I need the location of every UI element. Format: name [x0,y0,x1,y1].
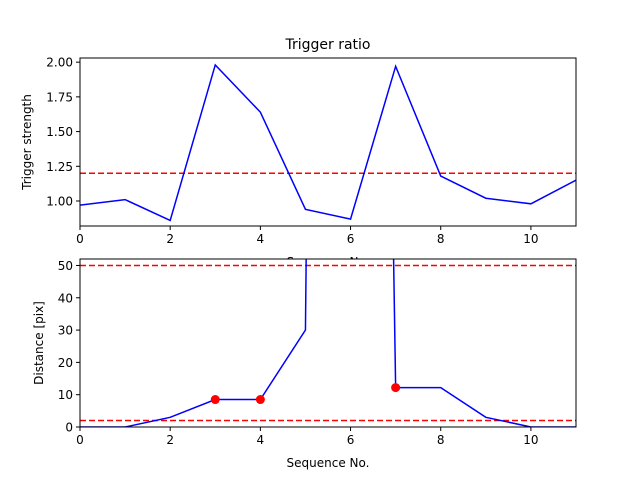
axis-ticks: 0 2 4 6 8 10 1.00 1.25 1.50 1.75 2.00 [46,56,538,246]
data-point [255,395,265,405]
trigger-ratio-chart: Trigger ratio 0 2 4 6 8 10 1.00 1.25 1.50 1.75 2.0… [20,37,577,269]
x-tick-label: 8 [437,433,445,447]
axes-frame [79,258,577,428]
x-tick-label: 6 [347,433,355,447]
x-tick-label: 2 [166,232,174,246]
y-axis-label: Distance [pix] [32,301,46,385]
axes-background [80,259,576,427]
data-point [210,395,220,405]
x-axis-label: Sequence No. [287,456,370,470]
series-line [80,259,576,427]
y-tick-label: 10 [58,388,73,402]
y-tick-label: 50 [58,259,73,273]
x-tick-label: 6 [347,232,355,246]
x-tick-label: 10 [523,232,538,246]
distance-chart: 0 2 4 6 8 10 0 10 20 30 40 50 Distance [pix] Sequen… [32,258,577,470]
y-tick-label: 1.50 [46,125,73,139]
axis-ticks: 0 2 4 6 8 10 0 10 20 30 40 50 [58,259,539,447]
data-point [391,383,401,393]
y-tick-label: 30 [58,324,73,338]
plot-area [80,63,576,222]
y-axis-label: Trigger strength [20,94,34,191]
x-tick-label: 0 [76,433,84,447]
x-tick-label: 8 [437,232,445,246]
x-tick-label: 10 [523,433,538,447]
plot-area [80,259,576,427]
y-tick-label: 1.25 [46,160,73,174]
x-tick-label: 4 [257,232,265,246]
series-line [80,63,576,222]
y-tick-label: 20 [58,356,73,370]
x-tick-label: 0 [76,232,84,246]
y-tick-label: 0 [65,421,73,435]
chart-title: Trigger ratio [284,37,370,53]
axes-frame [79,57,577,227]
x-tick-label: 2 [166,433,174,447]
y-tick-label: 2.00 [46,56,73,70]
x-tick-label: 4 [257,433,265,447]
y-tick-label: 40 [58,291,73,305]
y-tick-label: 1.00 [46,195,73,209]
y-tick-label: 1.75 [46,90,73,104]
